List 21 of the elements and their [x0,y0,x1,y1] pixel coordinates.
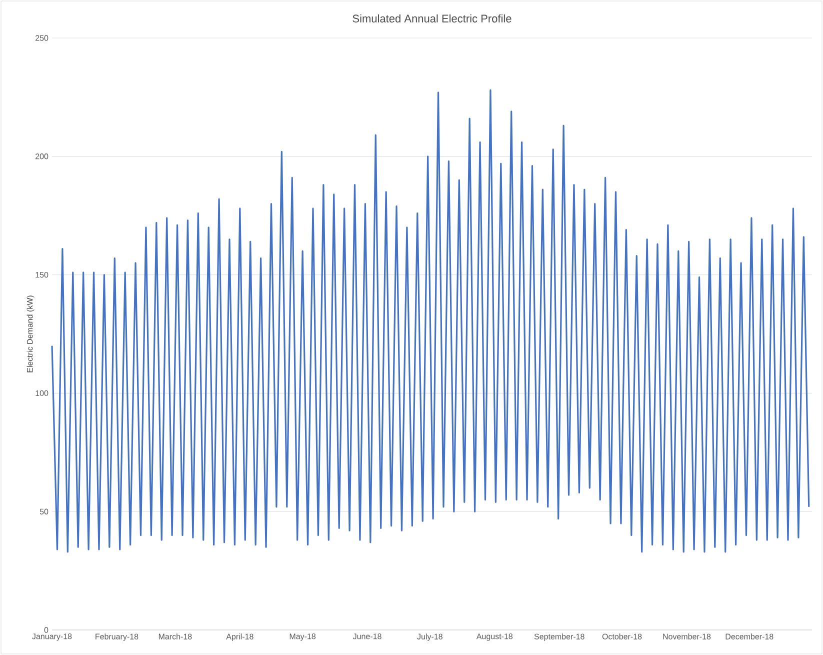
x-tick-label: September-18 [534,634,584,641]
x-tick-label: December-18 [726,634,774,640]
chart-title: Simulated Annual Electric Profile [352,14,512,22]
x-tick-label: January-18 [32,634,72,641]
x-tick-label: July-18 [417,634,442,641]
x-tick-label: November-18 [663,634,711,640]
x-tick-label: February-18 [96,634,138,641]
x-tick-label: May-18 [290,634,316,641]
x-tick-label: August-18 [476,634,513,641]
y-axis-title: Electric Demand (kW) [26,296,34,372]
x-tick-label: October-18 [602,634,642,640]
y-tick-label: 150 [36,272,48,278]
line-series [51,89,810,553]
x-tick-label: June-18 [352,634,382,640]
x-tick-label: March-18 [158,634,192,640]
y-tick-label: 100 [36,390,48,396]
y-tick-label: 0 [44,627,48,633]
y-tick-label: 50 [40,508,48,514]
x-tick-label: April-18 [226,634,254,641]
y-tick-label: 200 [36,154,48,160]
y-tick-label: 250 [36,35,48,41]
